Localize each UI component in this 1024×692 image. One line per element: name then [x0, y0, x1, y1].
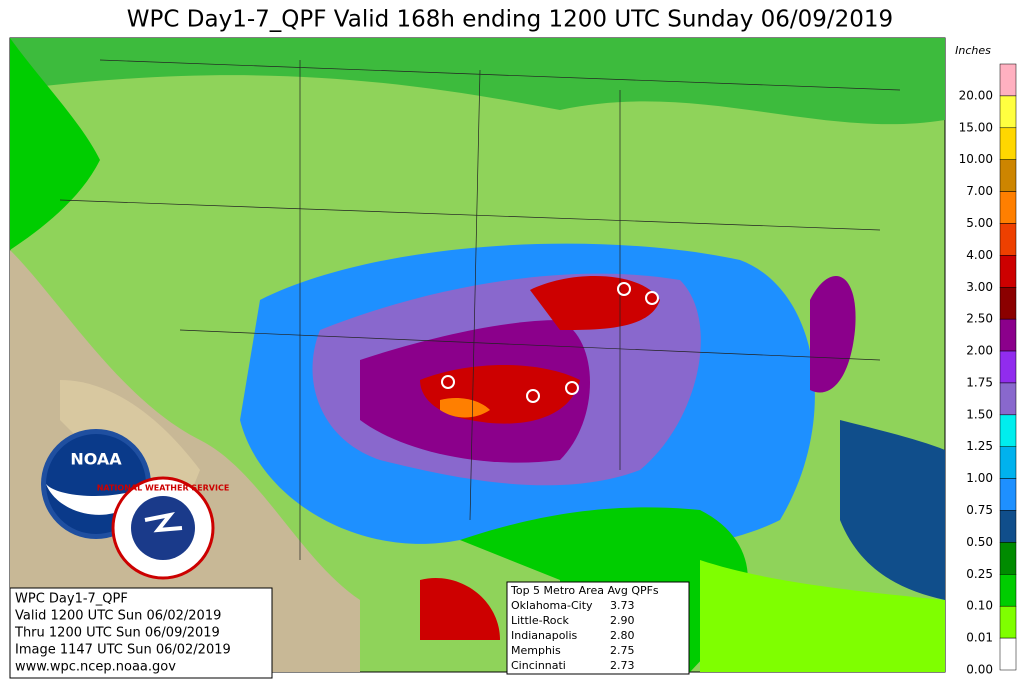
metro-value: 2.75	[610, 644, 635, 657]
legend-label: 0.75	[966, 503, 993, 517]
legend-label: 2.00	[966, 344, 993, 358]
legend-swatch	[999, 159, 1017, 192]
legend-label: 2.50	[966, 312, 993, 326]
legend-label: 1.00	[966, 471, 993, 485]
legend-swatch	[999, 542, 1017, 575]
metro-value: 2.80	[610, 629, 635, 642]
legend-swatch	[999, 446, 1017, 479]
legend-label: 1.50	[966, 407, 993, 421]
legend-swatch	[999, 382, 1017, 416]
metro-name: Cincinnati	[511, 659, 566, 672]
legend-label: 15.00	[959, 120, 993, 134]
metro-name: Oklahoma-City	[511, 599, 593, 612]
legend-unit: Inches	[955, 44, 991, 57]
metro-name: Indianapolis	[511, 629, 578, 642]
legend-label: 3.00	[966, 280, 993, 294]
title: WPC Day1-7_QPF Valid 168h ending 1200 UT…	[127, 7, 893, 33]
legend-label: 7.00	[966, 184, 993, 198]
info-line: Image 1147 UTC Sun 06/02/2019	[15, 643, 231, 658]
legend-swatch	[999, 574, 1017, 607]
metro-title: Top 5 Metro Area Avg QPFs	[510, 584, 659, 597]
nws-logo: NATIONAL WEATHER SERVICE	[97, 476, 230, 580]
legend-swatch	[999, 510, 1017, 543]
legend-label: 0.10	[966, 599, 993, 613]
legend-label: 1.25	[966, 439, 993, 453]
legend-swatch	[999, 63, 1017, 97]
legend-swatch	[999, 350, 1017, 384]
legend-label: 20.00	[959, 88, 993, 102]
legend-label: 0.50	[966, 535, 993, 549]
legend-swatch	[999, 605, 1017, 639]
metro-value: 2.90	[610, 614, 635, 627]
metro-value: 2.73	[610, 659, 635, 672]
info-line: www.wpc.ncep.noaa.gov	[15, 660, 176, 675]
metro-name: Little-Rock	[511, 614, 570, 627]
nws-text: NATIONAL WEATHER SERVICE	[97, 484, 230, 493]
legend-label: 0.01	[966, 631, 993, 645]
legend-swatch	[999, 223, 1017, 256]
map	[9, 37, 946, 673]
legend: Inches 20.00 15.00 10.00 7.00 5.00 4.00 3.00 2.…	[955, 44, 1017, 677]
legend-swatch	[999, 127, 1017, 160]
metro-box: Top 5 Metro Area Avg QPFs Oklahoma-City 3.…	[506, 581, 690, 675]
legend-label: 1.75	[966, 375, 993, 389]
legend-swatch	[999, 318, 1017, 352]
metro-name: Memphis	[511, 644, 561, 657]
info-box: WPC Day1-7_QPF Valid 1200 UTC Sun 06/02/2…	[9, 587, 273, 679]
noaa-text: NOAA	[70, 450, 122, 469]
legend-label: 10.00	[959, 152, 993, 166]
legend-label: 0.00	[966, 663, 993, 677]
legend-swatch	[999, 287, 1017, 320]
legend-label: 0.25	[966, 567, 993, 581]
legend-swatch	[999, 478, 1017, 511]
legend-swatch	[999, 255, 1017, 288]
legend-label: 4.00	[966, 248, 993, 262]
legend-swatch	[999, 191, 1017, 224]
legend-swatch	[999, 414, 1017, 447]
legend-swatch	[999, 95, 1017, 129]
info-line: Valid 1200 UTC Sun 06/02/2019	[15, 609, 221, 624]
legend-label: 5.00	[966, 216, 993, 230]
legend-swatch	[999, 637, 1017, 671]
info-line: Thru 1200 UTC Sun 06/09/2019	[14, 626, 220, 641]
info-line: WPC Day1-7_QPF	[15, 592, 128, 607]
metro-value: 3.73	[610, 599, 635, 612]
